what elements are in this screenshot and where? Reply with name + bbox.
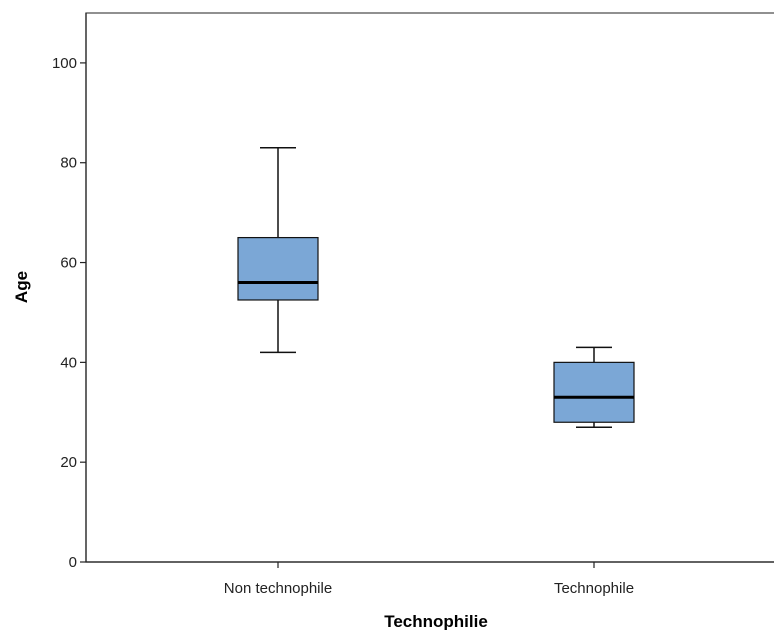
y-axis-ticks: 0 20 40 60 80 100 [52, 55, 86, 571]
x-axis-ticks: Non technophile Technophile [224, 562, 634, 597]
box-series [237, 147, 635, 428]
y-tick-label: 40 [60, 354, 77, 371]
y-tick-label: 60 [60, 255, 77, 272]
iqr-box [553, 361, 635, 423]
y-tick-label: 100 [52, 55, 77, 72]
y-tick-label: 0 [69, 554, 77, 571]
box-group [237, 147, 319, 354]
x-tick-label: Technophile [554, 580, 634, 597]
box-group [553, 346, 635, 428]
iqr-box [237, 236, 319, 301]
y-axis-title: Age [12, 271, 31, 303]
plot-frame [85, 12, 774, 563]
x-axis-title: Technophilie [384, 612, 488, 630]
y-tick-label: 20 [60, 454, 77, 471]
y-tick-label: 80 [60, 155, 77, 172]
x-tick-label: Non technophile [224, 580, 332, 597]
